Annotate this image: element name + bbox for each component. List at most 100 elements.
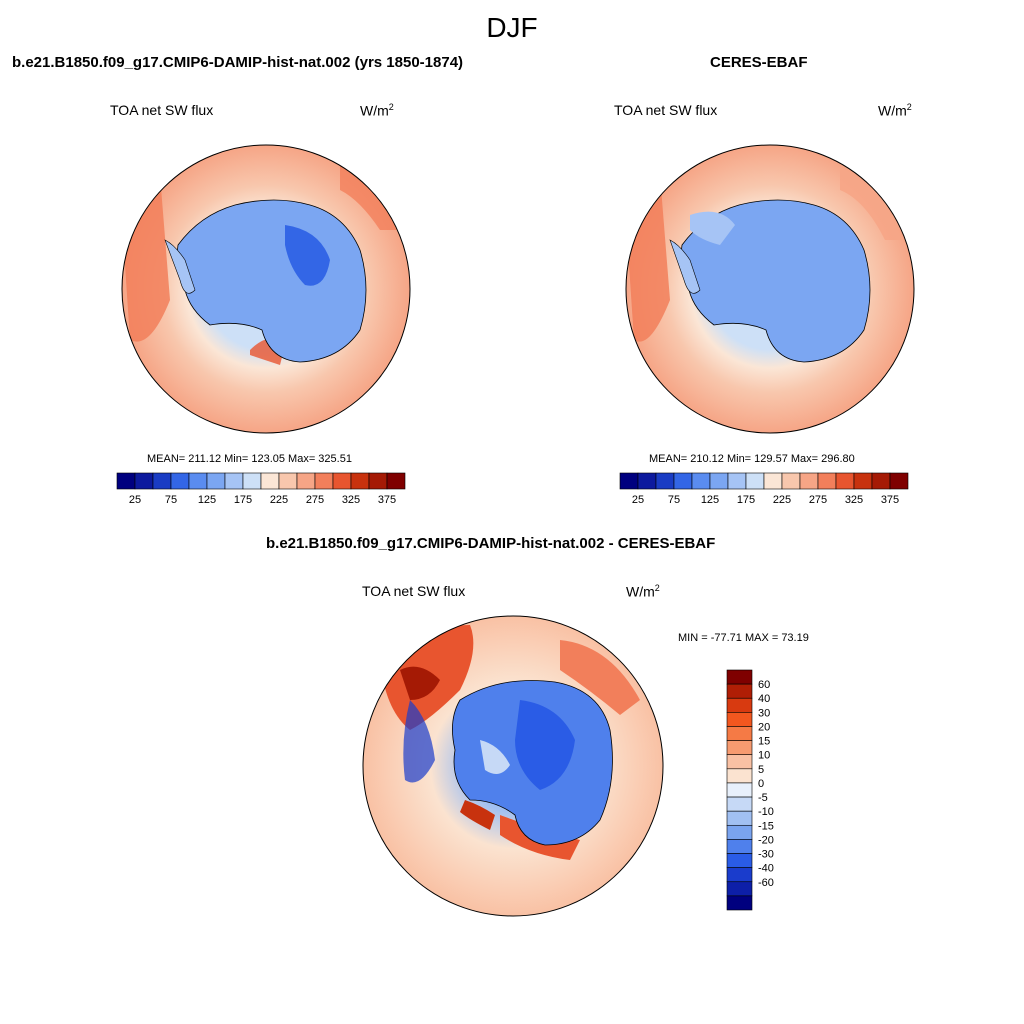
panel1-colorbar-tick-label: 225	[270, 494, 288, 506]
panel1-colorbar: 25 75 125 175 225 275 325 375	[116, 472, 406, 506]
panel3-stats: MIN = -77.71 MAX = 73.19	[678, 632, 809, 644]
panel3-colorbar-tick-label: 30	[758, 707, 770, 719]
panel3-colorbar-swatch	[726, 867, 753, 883]
panel1-colorbar-tick-label: 325	[342, 494, 360, 506]
panel3-colorbar-swatch	[726, 824, 753, 840]
panel3-colorbar-tick-label: 60	[758, 679, 770, 691]
panel2-colorbar-tick-label: 375	[881, 494, 899, 506]
panel1-colorbar-tick-label: 75	[165, 494, 177, 506]
panel3-colorbar-tick-label: -5	[758, 792, 768, 804]
panel2-colorbar-swatch	[727, 472, 747, 490]
panel3-colorbar-tick-label: -30	[758, 849, 774, 861]
panel2-colorbar: 25 75 125 175 225 275 325 375	[619, 472, 909, 506]
panel3-colorbar-tick-label: -40	[758, 863, 774, 875]
panel3-colorbar-tick-label: 0	[758, 778, 764, 790]
panel1-colorbar-swatch	[242, 472, 262, 490]
panel1-colorbar-swatch	[296, 472, 316, 490]
panel3-colorbar-swatch	[726, 782, 753, 798]
panel2-colorbar-swatch	[889, 472, 909, 490]
panel3-colorbar-swatch	[726, 796, 753, 812]
panel1-colorbar-swatch	[260, 472, 280, 490]
panel1-map	[122, 145, 410, 433]
panel2-map-border	[625, 144, 915, 434]
panel2-colorbar-swatch	[763, 472, 783, 490]
panel2-units: W/m2	[878, 102, 912, 119]
panel1-colorbar-swatch	[116, 472, 136, 490]
panel3-colorbar-swatch	[726, 683, 753, 699]
panel2-colorbar-tick-label: 25	[632, 494, 644, 506]
panel2-map	[626, 145, 914, 433]
panel2-colorbar-tick-label: 175	[737, 494, 755, 506]
panel2-colorbar-swatch	[619, 472, 639, 490]
panel2-colorbar-tick-label: 125	[701, 494, 719, 506]
figure-title: DJF	[486, 12, 538, 43]
panel1-colorbar-swatch	[188, 472, 208, 490]
panel3-colorbar-tick-label: -15	[758, 820, 774, 832]
panel1-colorbar-tick-label: 175	[234, 494, 252, 506]
panel1-variable-label: TOA net SW flux	[110, 102, 214, 118]
panel3-colorbar-tick-label: 15	[758, 736, 770, 748]
panel3-colorbar-swatch	[726, 810, 753, 826]
panel1-colorbar-swatch	[170, 472, 190, 490]
panel3-colorbar-swatch	[726, 754, 753, 770]
panel2-colorbar-swatch	[637, 472, 657, 490]
panel1-colorbar-swatch	[278, 472, 298, 490]
panel3-colorbar-swatch	[726, 768, 753, 784]
panel3-colorbar-swatch	[726, 853, 753, 868]
panel2-colorbar-tick-label: 75	[668, 494, 680, 506]
panel3-map-border	[362, 615, 664, 917]
panel3-colorbar-swatch	[726, 669, 753, 685]
panel3-colorbar-tick-label: 10	[758, 750, 770, 762]
panel3-map	[363, 616, 663, 916]
panel1-stats: MEAN= 211.12 Min= 123.05 Max= 325.51	[147, 453, 352, 465]
panel2-colorbar-swatch	[871, 472, 891, 490]
panel1-colorbar-swatch	[368, 472, 388, 490]
panel3-colorbar: 60 40 30 20 15 10 5 0 -5 -10 -15 -20 -30 -40 -60	[726, 669, 774, 911]
panel3-colorbar-swatch	[726, 726, 753, 741]
panel1-title: b.e21.B1850.f09_g17.CMIP6-DAMIP-hist-nat…	[12, 54, 464, 71]
panel3-colorbar-swatch	[726, 712, 753, 727]
panel1-colorbar-tick-label: 25	[129, 494, 141, 506]
panel1-colorbar-tick-label: 275	[306, 494, 324, 506]
panel1-colorbar-swatch	[386, 472, 406, 490]
panel1-colorbar-tick-label: 125	[198, 494, 216, 506]
panel2-colorbar-swatch	[853, 472, 873, 490]
panel2-colorbar-swatch	[817, 472, 837, 490]
panel1-colorbar-swatch	[152, 472, 172, 490]
panel3-colorbar-swatch	[726, 881, 753, 897]
panel3-colorbar-swatch	[726, 895, 753, 911]
panel3-colorbar-swatch	[726, 697, 753, 713]
panel3-units: W/m2	[626, 583, 660, 600]
panel2-colorbar-swatch	[745, 472, 765, 490]
panel1-map-border	[121, 144, 411, 434]
panel1-colorbar-swatch	[206, 472, 226, 490]
panel3-colorbar-swatch	[726, 839, 753, 854]
panel1-colorbar-swatch	[332, 472, 352, 490]
panel3-colorbar-tick-label: 40	[758, 693, 770, 705]
panel2-colorbar-swatch	[835, 472, 855, 490]
panel1-colorbar-swatch	[224, 472, 244, 490]
panel2-colorbar-tick-label: 225	[773, 494, 791, 506]
panel2-colorbar-swatch	[691, 472, 711, 490]
panel2-colorbar-tick-label: 325	[845, 494, 863, 506]
panel3-variable-label: TOA net SW flux	[362, 583, 466, 599]
panel3-colorbar-tick-label: -60	[758, 877, 774, 889]
panel3-colorbar-tick-label: 5	[758, 764, 764, 776]
panel3-colorbar-swatch	[726, 740, 753, 756]
panel1-colorbar-swatch	[350, 472, 370, 490]
panel2-colorbar-swatch	[655, 472, 675, 490]
panel3-colorbar-tick-label: -10	[758, 806, 774, 818]
panel1-units: W/m2	[360, 102, 394, 119]
panel3-colorbar-tick-label: -20	[758, 834, 774, 846]
panel2-colorbar-swatch	[799, 472, 819, 490]
panel1-colorbar-swatch	[314, 472, 334, 490]
panel2-stats: MEAN= 210.12 Min= 129.57 Max= 296.80	[649, 453, 855, 465]
panel2-title: CERES-EBAF	[710, 54, 808, 71]
panel3-colorbar-tick-label: 20	[758, 721, 770, 733]
panel2-colorbar-tick-label: 275	[809, 494, 827, 506]
panel2-colorbar-swatch	[673, 472, 693, 490]
panel2-colorbar-swatch	[709, 472, 729, 490]
panel2-variable-label: TOA net SW flux	[614, 102, 718, 118]
panel3-title: b.e21.B1850.f09_g17.CMIP6-DAMIP-hist-nat…	[266, 535, 716, 552]
